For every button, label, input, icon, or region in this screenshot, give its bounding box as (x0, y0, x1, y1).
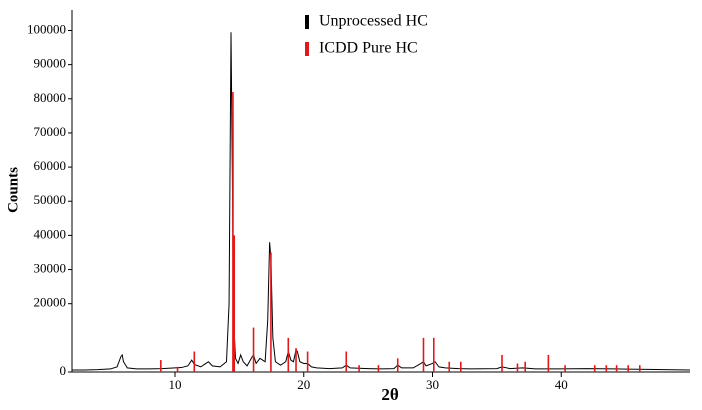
x-tick-label: 40 (555, 377, 568, 392)
line (72, 32, 691, 371)
y-tick-label: 80000 (34, 90, 67, 105)
y-tick-label: 30000 (34, 261, 67, 276)
y-tick-label: 50000 (34, 192, 67, 207)
y-tick-label: 20000 (34, 295, 67, 310)
y-tick-label: 40000 (34, 226, 67, 241)
legend-label: Unprocessed HC (319, 13, 428, 30)
x-tick-label: 20 (297, 377, 310, 392)
y-tick-label: 60000 (34, 158, 67, 173)
x-tick-label: 10 (169, 377, 182, 392)
x-tick-label: 30 (426, 377, 439, 392)
y-axis-label: Counts (5, 167, 21, 213)
y-tick-label: 100000 (27, 21, 66, 36)
y-tick-label: 0 (60, 363, 67, 378)
legend-marker (305, 42, 309, 56)
y-tick-label: 70000 (34, 124, 67, 139)
y-tick-label: 90000 (34, 56, 67, 71)
x-axis-label: 2θ (381, 385, 399, 404)
legend-marker (305, 15, 309, 29)
legend-label: ICDD Pure HC (319, 40, 418, 57)
